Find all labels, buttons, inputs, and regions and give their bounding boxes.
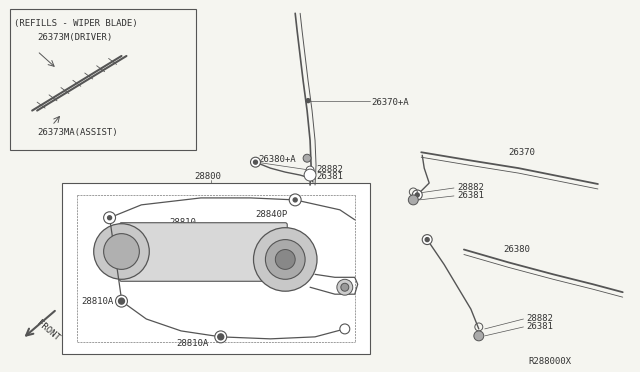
Text: R288000X: R288000X <box>529 357 572 366</box>
Text: 28882: 28882 <box>527 314 554 323</box>
Text: FRONT: FRONT <box>35 319 61 343</box>
Text: 26381: 26381 <box>527 322 554 331</box>
Circle shape <box>116 295 127 307</box>
Circle shape <box>474 331 484 341</box>
Circle shape <box>108 216 111 220</box>
Circle shape <box>306 99 310 103</box>
Circle shape <box>219 335 223 339</box>
Text: 28882: 28882 <box>457 183 484 192</box>
Text: 28810: 28810 <box>169 218 196 227</box>
Circle shape <box>104 212 116 224</box>
Circle shape <box>215 331 227 343</box>
Circle shape <box>303 154 311 162</box>
Circle shape <box>266 240 305 279</box>
FancyBboxPatch shape <box>120 223 287 281</box>
Circle shape <box>341 283 349 291</box>
Circle shape <box>250 157 260 167</box>
Circle shape <box>253 160 257 164</box>
Text: 28810A: 28810A <box>82 297 114 306</box>
Circle shape <box>337 279 353 295</box>
Circle shape <box>120 299 124 303</box>
Circle shape <box>306 166 314 174</box>
Text: 26381: 26381 <box>457 191 484 200</box>
Text: 26380: 26380 <box>504 244 531 254</box>
Circle shape <box>412 190 422 200</box>
Circle shape <box>415 193 419 197</box>
Circle shape <box>104 234 140 269</box>
Circle shape <box>118 298 124 304</box>
Circle shape <box>253 228 317 291</box>
Bar <box>62 183 370 354</box>
Text: 26373MA(ASSIST): 26373MA(ASSIST) <box>37 128 118 137</box>
Text: 26373M(DRIVER): 26373M(DRIVER) <box>37 33 113 42</box>
Text: 28840P: 28840P <box>255 210 288 219</box>
Circle shape <box>93 224 149 279</box>
Circle shape <box>289 194 301 206</box>
Circle shape <box>422 235 432 244</box>
Text: 28800: 28800 <box>194 172 221 181</box>
Circle shape <box>275 250 295 269</box>
Circle shape <box>340 324 350 334</box>
Circle shape <box>293 198 297 202</box>
Text: 26380+A: 26380+A <box>259 155 296 164</box>
Text: 26370: 26370 <box>509 148 536 157</box>
Bar <box>10 9 196 150</box>
Text: 26370+A: 26370+A <box>372 98 409 107</box>
Circle shape <box>304 169 316 181</box>
Text: (REFILLS - WIPER BLADE): (REFILLS - WIPER BLADE) <box>14 19 138 28</box>
Text: 26381: 26381 <box>316 172 343 181</box>
Circle shape <box>218 334 224 340</box>
Text: 28882: 28882 <box>316 165 343 174</box>
Circle shape <box>408 195 419 205</box>
Text: 28810A: 28810A <box>176 339 209 348</box>
Circle shape <box>425 238 429 241</box>
